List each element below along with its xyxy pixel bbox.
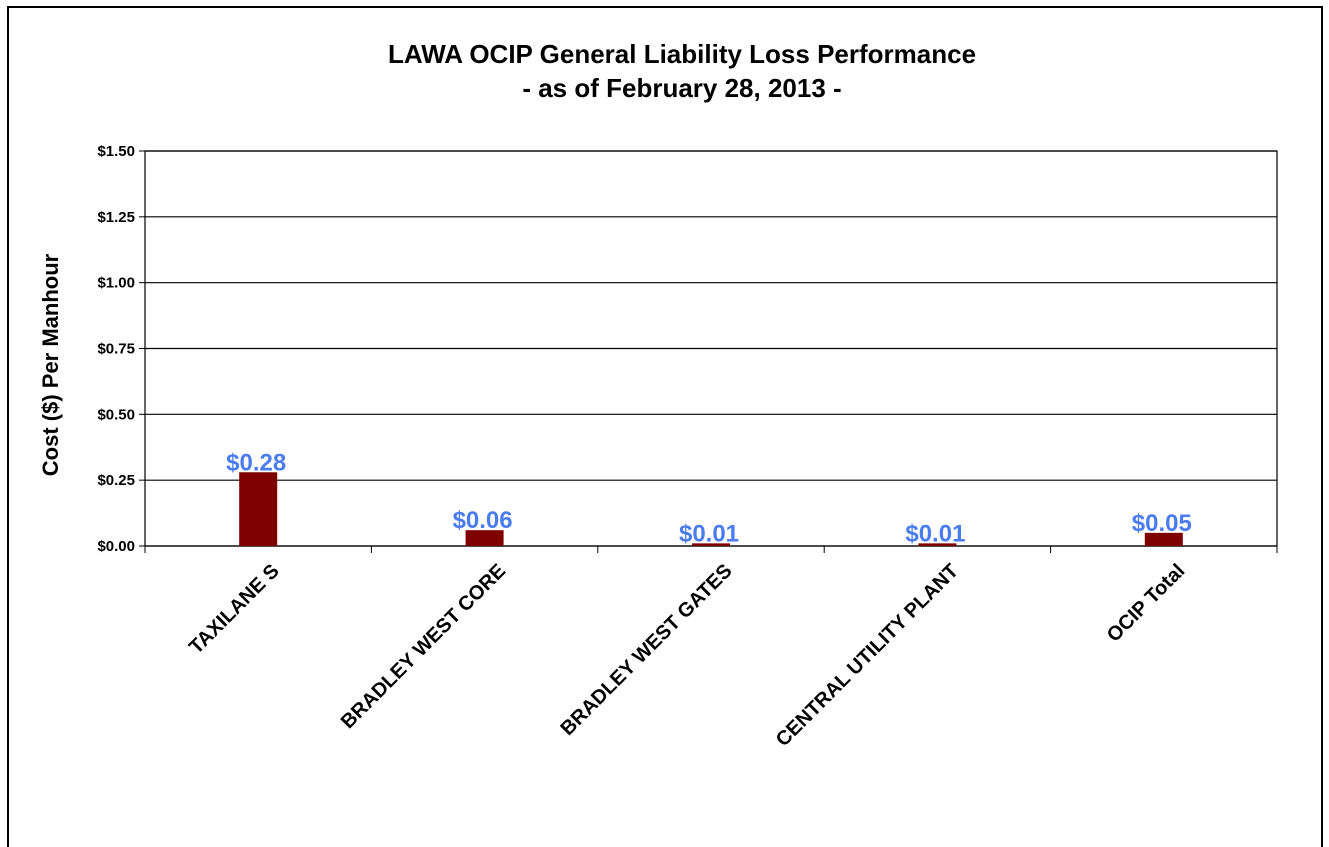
x-tick-label: TAXILANE S (185, 560, 284, 659)
value-label: $0.01 (905, 520, 965, 547)
y-tick-label: $1.25 (97, 209, 135, 226)
y-tick-label: $1.50 (97, 143, 135, 160)
y-tick-label: $0.00 (97, 538, 135, 555)
bar (1144, 532, 1183, 546)
y-tick-label: $0.25 (97, 472, 135, 489)
x-tick-label: BRADLEY WEST CORE (337, 560, 510, 733)
frame (7, 6, 1323, 847)
y-tick-label: $1.00 (97, 275, 135, 292)
chart-title: LAWA OCIP General Liability Loss Perform… (388, 39, 976, 69)
value-label: $0.28 (226, 449, 286, 476)
bar (465, 530, 504, 546)
y-tick-label: $0.75 (97, 341, 135, 358)
value-label: $0.01 (679, 520, 739, 547)
bar (239, 472, 278, 546)
chart-subtitle: - as of February 28, 2013 - (522, 73, 841, 103)
x-tick-label: OCIP Total (1103, 560, 1190, 647)
x-tick-label: BRADLEY WEST GATES (556, 560, 736, 740)
value-label: $0.06 (453, 507, 513, 534)
value-label: $0.05 (1132, 510, 1192, 537)
x-tick-label: CENTRAL UTILITY PLANT (772, 560, 963, 751)
y-tick-label: $0.50 (97, 406, 135, 423)
bar (692, 543, 730, 546)
bar (918, 543, 957, 546)
y-axis-label: Cost ($) Per Manhour (38, 253, 63, 476)
